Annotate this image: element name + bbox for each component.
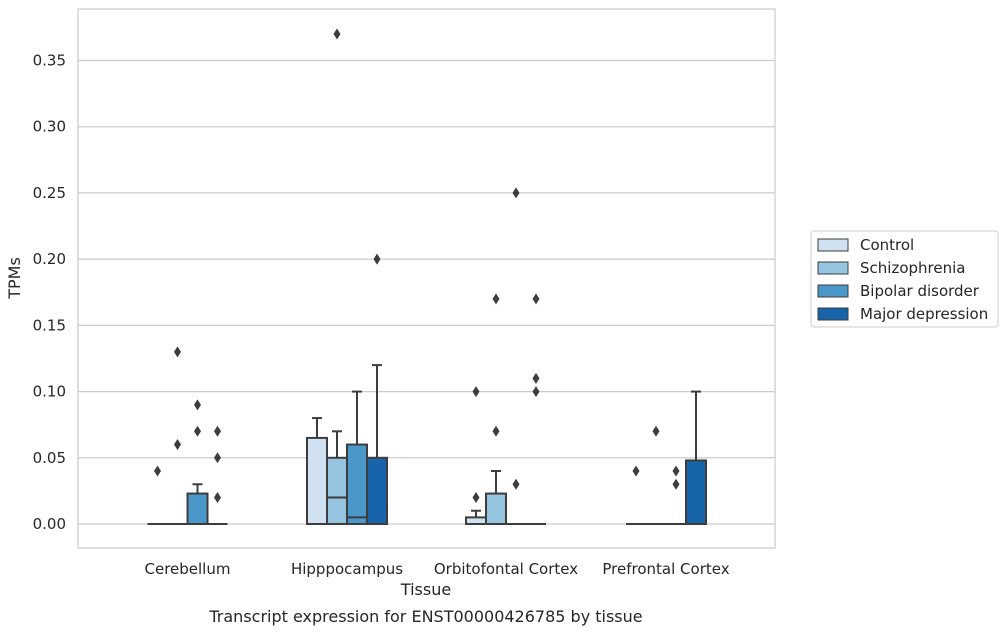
- y-tick-label: 0.20: [33, 250, 66, 268]
- box-body: [366, 456, 388, 525]
- box-0-0: [147, 465, 168, 525]
- legend-frame: [810, 230, 999, 328]
- y-tick-label: 0.30: [33, 118, 66, 136]
- outlier-point: [194, 399, 201, 411]
- outlier-point: [492, 425, 500, 437]
- outlier-point: [512, 187, 520, 199]
- plot-frame: [77, 8, 776, 549]
- y-tick-label: 0.25: [33, 184, 66, 202]
- box-3-3: [685, 390, 707, 526]
- legend-label: Schizophrenia: [860, 259, 965, 277]
- outlier-point: [214, 492, 221, 504]
- legend-label: Major depression: [860, 305, 988, 323]
- box-body: [346, 443, 368, 525]
- box-1-3: [366, 253, 388, 525]
- outlier-point: [672, 478, 680, 490]
- box-body: [485, 492, 507, 526]
- plot-background: [78, 9, 775, 548]
- outlier-point: [632, 465, 640, 477]
- legend-swatch: [817, 284, 849, 298]
- box-2-3: [526, 293, 546, 525]
- y-tick-label: 0.10: [33, 383, 66, 401]
- x-tick-label: Prefrontal Cortex: [602, 560, 729, 578]
- outlier-point: [174, 346, 181, 358]
- y-axis-title: TPMs: [5, 257, 24, 300]
- box-0-3: [207, 425, 228, 525]
- box-body: [326, 456, 348, 525]
- outlier-point: [154, 465, 161, 477]
- x-tick-label: Cerebellum: [145, 560, 231, 578]
- box-2-0: [465, 386, 487, 526]
- outlier-point: [512, 478, 520, 490]
- y-tick-label: 0.00: [33, 515, 66, 533]
- box-body: [306, 436, 328, 525]
- outlier-point: [492, 293, 500, 305]
- x-axis-title: Tissue: [400, 580, 451, 599]
- box-1-1: [326, 28, 348, 525]
- box-body: [186, 492, 209, 526]
- outlier-point: [532, 372, 540, 384]
- y-tick-label: 0.35: [33, 52, 66, 70]
- y-gridlines: [78, 59, 775, 525]
- outlier-point: [373, 253, 381, 265]
- outlier-point: [472, 492, 480, 504]
- outlier-point: [672, 465, 680, 477]
- box-2-1: [485, 293, 507, 526]
- box-2-2: [506, 187, 526, 525]
- legend-label: Bipolar disorder: [860, 282, 980, 300]
- outlier-point: [532, 293, 540, 305]
- x-tick-labels: Cerebellum Hipppocampus Orbitofontal Corte…: [145, 560, 730, 578]
- legend-swatch: [817, 261, 849, 275]
- outlier-point: [194, 425, 201, 437]
- outlier-point: [214, 425, 221, 437]
- box-3-0: [626, 465, 646, 525]
- legend-swatch: [817, 307, 849, 321]
- outlier-point: [214, 452, 221, 464]
- x-tick-label: Orbitofontal Cortex: [434, 560, 578, 578]
- outlier-point: [333, 28, 341, 40]
- box-0-2: [186, 399, 209, 526]
- outlier-point: [472, 386, 480, 398]
- outlier-point: [532, 386, 540, 398]
- box-3-2: [666, 465, 686, 525]
- legend-label: Control: [860, 236, 914, 254]
- outlier-point: [174, 439, 181, 451]
- box-body: [685, 459, 707, 526]
- legend: Control Schizophrenia Bipolar disorder Majo…: [810, 230, 999, 328]
- legend-swatch: [817, 238, 849, 252]
- y-tick-label: 0.05: [33, 449, 66, 467]
- x-tick-label: Hipppocampus: [291, 560, 403, 578]
- y-tick-labels: 0.00 0.05 0.10 0.15 0.20 0.25 0.30 0.35: [33, 52, 66, 534]
- boxes-layer: [147, 28, 707, 526]
- box-3-1: [646, 425, 666, 525]
- chart-caption: Transcript expression for ENST0000042678…: [208, 607, 642, 626]
- box-0-1: [167, 346, 188, 525]
- outlier-point: [652, 425, 660, 437]
- y-tick-label: 0.15: [33, 316, 66, 334]
